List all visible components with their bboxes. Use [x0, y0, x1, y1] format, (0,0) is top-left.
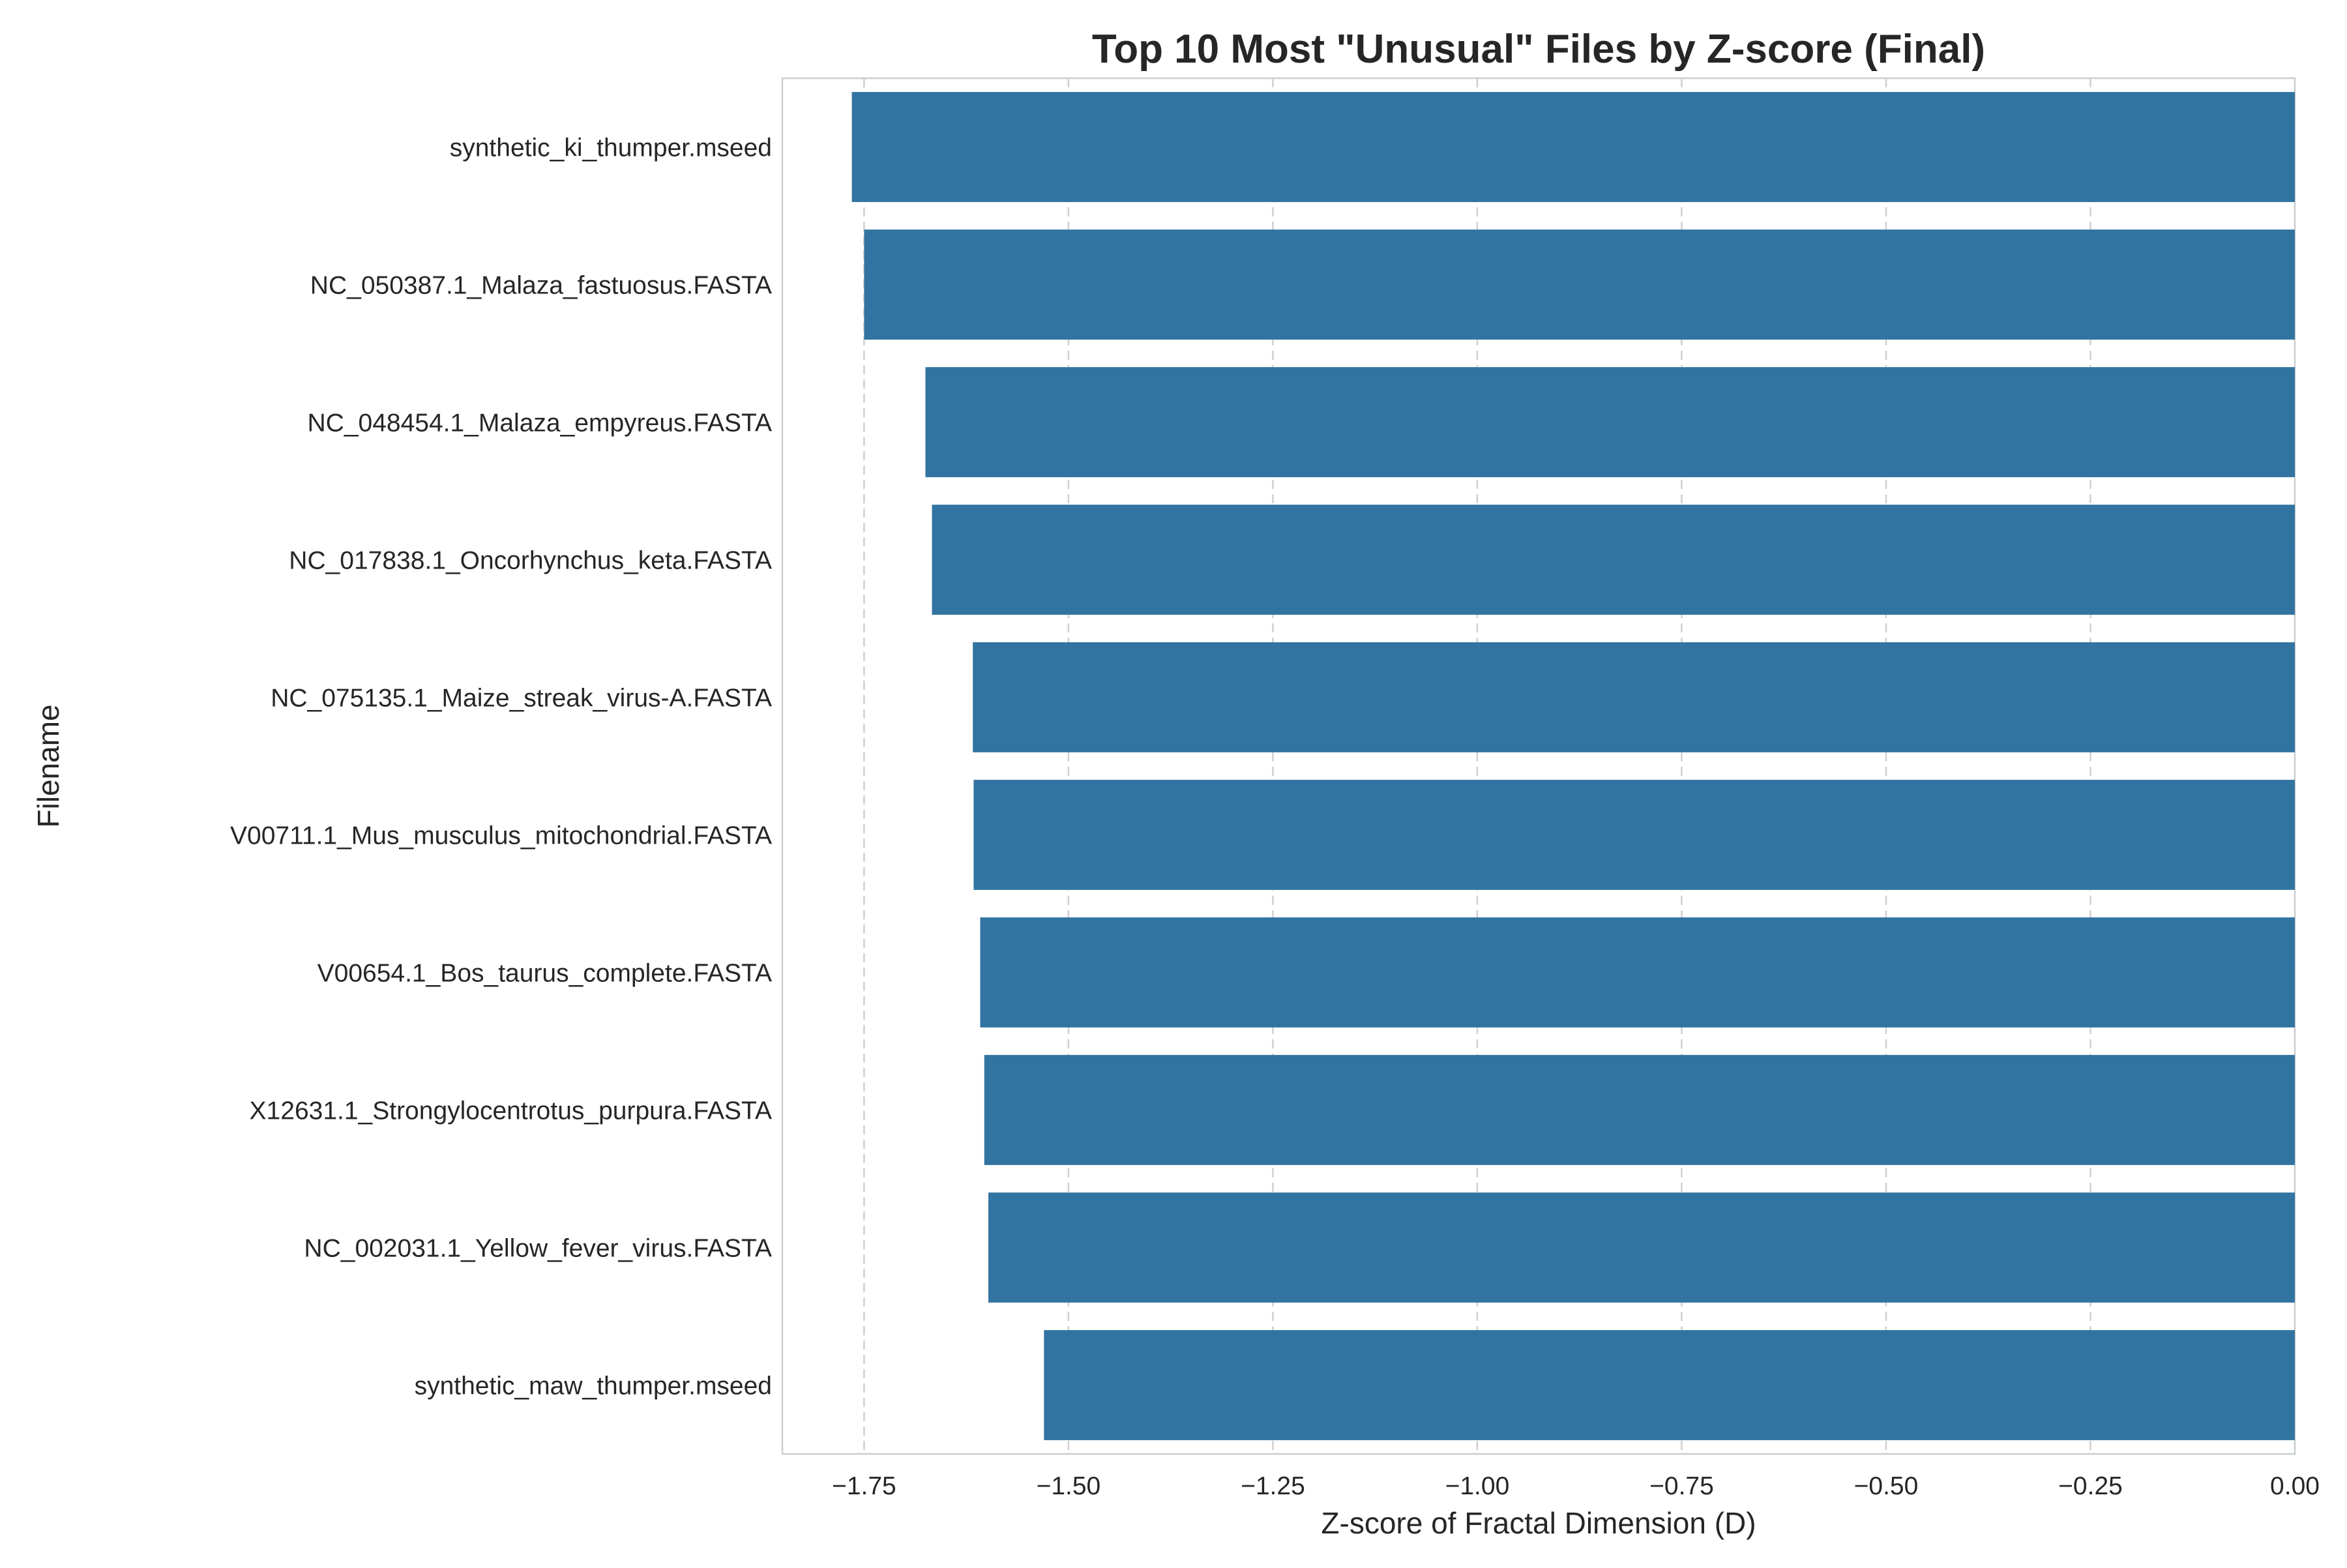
- bar: [1044, 1330, 2295, 1440]
- x-tick-label: 0.00: [2270, 1472, 2320, 1500]
- bar: [932, 505, 2295, 615]
- y-category-label: NC_075135.1_Maize_streak_virus-A.FASTA: [271, 685, 772, 713]
- y-category-label: V00654.1_Bos_taurus_complete.FASTA: [317, 960, 772, 988]
- y-category-label: X12631.1_Strongylocentrotus_purpura.FAST…: [250, 1097, 772, 1125]
- x-tick-labels: −1.75 −1.50 −1.25 −1.00 −0.75 −0.50 −0.25 0.00: [832, 1472, 2320, 1500]
- x-tick-label: −0.50: [1854, 1472, 1919, 1500]
- x-tick-label: −0.75: [1649, 1472, 1714, 1500]
- y-category-label: NC_048454.1_Malaza_empyreus.FASTA: [308, 409, 773, 437]
- bar: [973, 642, 2295, 752]
- y-category-label: NC_002031.1_Yellow_fever_virus.FASTA: [304, 1235, 772, 1263]
- y-category-label: V00711.1_Mus_musculus_mitochondrial.FAST…: [230, 822, 772, 850]
- bar: [980, 917, 2295, 1028]
- bar: [864, 229, 2295, 340]
- bar: [925, 367, 2295, 477]
- x-tick-label: −0.25: [2058, 1472, 2123, 1500]
- x-tick-label: −1.25: [1241, 1472, 1305, 1500]
- bar: [984, 1055, 2295, 1165]
- x-tick-label: −1.00: [1445, 1472, 1510, 1500]
- x-tick-label: −1.75: [832, 1472, 896, 1500]
- y-axis-label: Filename: [31, 704, 65, 827]
- bar: [973, 780, 2295, 890]
- y-category-label: synthetic_ki_thumper.mseed: [450, 134, 772, 162]
- y-category-label: NC_050387.1_Malaza_fastuosus.FASTA: [310, 272, 772, 300]
- bar: [851, 92, 2295, 202]
- y-category-label: NC_017838.1_Oncorhynchus_keta.FASTA: [289, 547, 772, 575]
- bar: [988, 1192, 2295, 1303]
- x-tick-label: −1.50: [1037, 1472, 1101, 1500]
- chart-title: Top 10 Most "Unusual" Files by Z-score (…: [1092, 27, 1985, 72]
- x-axis-label: Z-score of Fractal Dimension (D): [1321, 1506, 1756, 1540]
- y-category-labels: synthetic_ki_thumper.mseed NC_050387.1_Ma…: [230, 134, 772, 1400]
- bars: [851, 92, 2295, 1440]
- y-category-label: synthetic_maw_thumper.mseed: [415, 1372, 772, 1400]
